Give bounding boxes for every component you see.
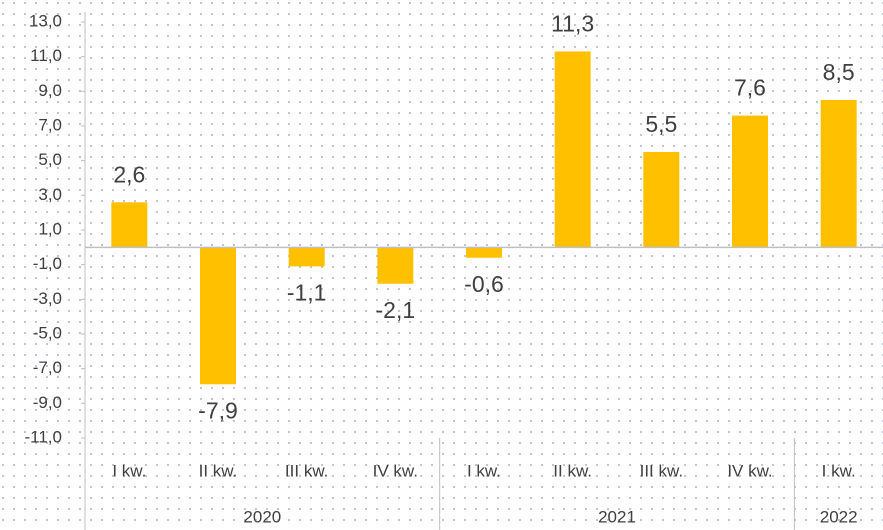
x-tick-label: I kw. — [822, 461, 856, 480]
data-label: -1,1 — [287, 279, 327, 305]
y-tick-label: -11,0 — [25, 427, 63, 446]
bar — [554, 51, 591, 248]
group-label: 2022 — [820, 507, 858, 526]
bar — [377, 247, 414, 284]
y-tick-label: 1,0 — [38, 219, 62, 238]
y-tick-label: 13,0 — [29, 11, 62, 30]
x-tick-label: I kw. — [467, 461, 501, 480]
x-tick-label: IV kw. — [373, 461, 418, 480]
bar — [820, 100, 857, 248]
data-label: 2,6 — [113, 161, 145, 187]
y-tick-label: 3,0 — [38, 185, 62, 204]
y-tick-label: -7,0 — [33, 358, 62, 377]
data-label: -7,9 — [198, 397, 238, 423]
y-tick-label: 5,0 — [38, 150, 62, 169]
x-tick-label: II kw. — [553, 461, 592, 480]
bar — [200, 247, 236, 385]
data-label: 8,5 — [823, 59, 855, 85]
y-tick-label: -5,0 — [33, 323, 62, 342]
x-tick-label: IV kw. — [727, 461, 772, 480]
data-label: 5,5 — [645, 111, 677, 137]
bar — [111, 202, 148, 248]
y-tick-label: -1,0 — [33, 254, 62, 273]
y-tick-label: 7,0 — [38, 115, 62, 134]
data-label: 11,3 — [551, 11, 594, 37]
bar — [288, 247, 325, 267]
bar — [643, 152, 680, 248]
bar — [466, 247, 502, 258]
group-label: 2021 — [598, 507, 636, 526]
y-tick-label: 9,0 — [38, 81, 62, 100]
data-label: 7,6 — [734, 75, 766, 101]
data-label: -0,6 — [464, 271, 504, 297]
x-tick-label: I kw. — [112, 461, 146, 480]
bar — [732, 115, 768, 248]
y-tick-label: -3,0 — [33, 289, 62, 308]
x-tick-label: III kw. — [285, 461, 328, 480]
y-tick-label: -9,0 — [33, 393, 62, 412]
data-label: -2,1 — [376, 297, 416, 323]
y-tick-label: 11,0 — [30, 46, 62, 65]
x-tick-label: III kw. — [640, 461, 683, 480]
group-label: 2020 — [243, 507, 281, 526]
x-tick-label: II kw. — [199, 461, 238, 480]
